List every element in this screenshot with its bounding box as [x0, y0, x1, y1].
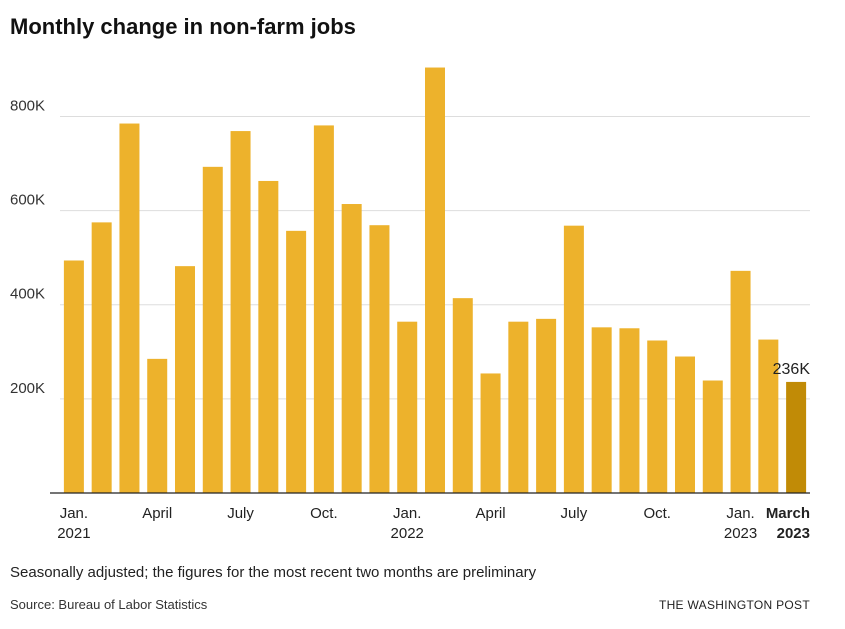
x-tick-label: Jan. — [393, 505, 421, 522]
bar — [536, 318, 557, 493]
publisher-credit: THE WASHINGTON POST — [658, 598, 810, 612]
x-tick-label: Jan. — [726, 505, 754, 522]
y-tick-label: 200K — [10, 380, 45, 397]
y-tick-label: 800K — [10, 97, 45, 114]
bar — [730, 270, 751, 493]
x-tick-label: March — [766, 505, 810, 522]
y-tick-label: 600K — [10, 192, 45, 209]
bar — [591, 327, 612, 493]
x-tick-label: April — [476, 505, 506, 522]
source-line: Source: Bureau of Labor Statistics — [10, 597, 208, 612]
bar — [647, 340, 668, 493]
x-tick-year-label: 2023 — [724, 525, 757, 542]
bar — [508, 321, 529, 493]
bar — [480, 373, 501, 493]
bar — [341, 204, 362, 493]
bar — [563, 225, 584, 494]
bar — [786, 381, 807, 493]
x-tick-year-label: 2022 — [391, 525, 424, 542]
bar — [230, 131, 251, 493]
chart-title: Monthly change in non-farm jobs — [10, 14, 356, 39]
bar — [147, 358, 168, 493]
x-tick-label: Oct. — [643, 505, 671, 522]
bar-chart: 200K 400K 600K 800K Jan. 2021 April July Oct. Jan… — [10, 67, 811, 542]
bar — [619, 328, 640, 493]
bar — [63, 260, 84, 493]
x-tick-label: July — [561, 505, 588, 522]
bar — [397, 321, 418, 493]
bar — [425, 67, 445, 494]
y-tick-label: 400K — [10, 286, 45, 303]
x-tick-label: Jan. — [60, 505, 88, 522]
bar — [175, 266, 195, 493]
bar — [313, 125, 334, 493]
bar — [702, 380, 723, 493]
bar — [202, 166, 223, 493]
bar — [91, 222, 112, 493]
x-tick-label: Oct. — [310, 505, 338, 522]
x-tick-label: July — [227, 505, 254, 522]
bar — [286, 230, 307, 493]
value-annotation: 236K — [773, 361, 811, 378]
bar — [758, 339, 779, 493]
bar — [119, 123, 140, 494]
x-tick-year-label: 2021 — [57, 525, 90, 542]
bar — [258, 180, 279, 493]
chart-note: Seasonally adjusted; the figures for the… — [10, 564, 537, 581]
bar — [675, 356, 695, 493]
bar — [369, 225, 390, 493]
x-tick-label: April — [142, 505, 172, 522]
bar — [452, 298, 473, 493]
x-tick-year-label: 2023 — [777, 525, 810, 542]
